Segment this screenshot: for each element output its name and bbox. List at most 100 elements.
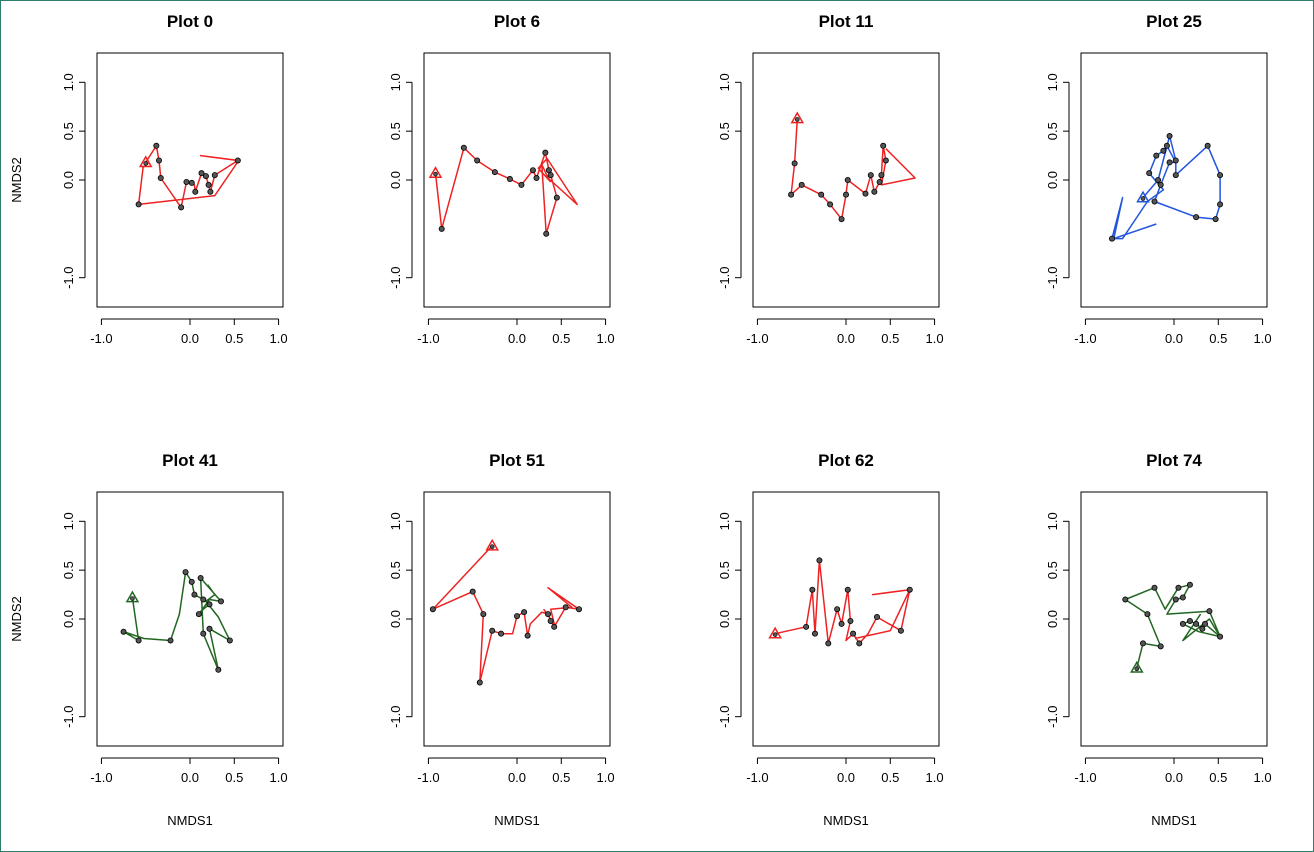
- point-marker: [816, 557, 823, 564]
- trajectory-line: [790, 118, 916, 220]
- point-marker: [545, 611, 552, 618]
- y-tick-label: -1.0: [1045, 266, 1060, 288]
- plot-frame: [423, 491, 611, 747]
- trajectory-line: [774, 559, 911, 645]
- panel-title: Plot 62: [818, 451, 874, 470]
- point-marker: [1146, 170, 1153, 177]
- point-marker: [205, 181, 212, 188]
- point-marker: [843, 191, 850, 198]
- point-marker: [1172, 596, 1179, 603]
- point-marker: [880, 142, 887, 149]
- point-marker: [135, 201, 142, 208]
- panel-7: Plot 74 -1.0 0.0 0.5 1.0 -1.0 0.0 0.5 1.0 NMDS1: [1045, 451, 1272, 828]
- point-marker: [1160, 147, 1167, 154]
- y-tick-label: 0.0: [1045, 610, 1060, 628]
- point-marker: [206, 601, 213, 608]
- y-tick-label: 1.0: [1045, 512, 1060, 530]
- plot-frame: [1080, 491, 1268, 747]
- x-tick-label: 0.0: [181, 770, 199, 785]
- point-marker: [897, 627, 904, 634]
- point-marker: [1193, 214, 1200, 221]
- point-marker: [188, 179, 195, 186]
- start-triangle-marker: [485, 538, 499, 551]
- point-marker: [514, 613, 521, 620]
- x-tick-label: 0.5: [225, 770, 243, 785]
- point-marker: [1179, 620, 1186, 627]
- start-triangle-marker: [1130, 660, 1144, 673]
- start-triangle-marker: [428, 166, 443, 179]
- x-axis-label: NMDS1: [167, 813, 213, 828]
- point-marker: [788, 191, 795, 198]
- point-marker: [474, 157, 481, 164]
- y-tick-label: 1.0: [388, 73, 403, 91]
- point-marker: [576, 606, 583, 613]
- plot-frame: [96, 491, 284, 747]
- panel-4: Plot 41 -1.0 0.0 0.5 1.0 -1.0 0.0 0.5 1.0 NMDS2 NM…: [9, 451, 288, 828]
- x-tick-label: 0.5: [1209, 770, 1227, 785]
- panel-5: Plot 51 -1.0 0.0 0.5 1.0 -1.0 0.0 0.5 1.0 NMDS1: [388, 451, 615, 828]
- point-marker: [234, 157, 241, 164]
- point-marker: [553, 194, 560, 201]
- plot-frame: [752, 491, 940, 747]
- point-marker: [906, 586, 913, 593]
- y-tick-label: 0.0: [388, 171, 403, 189]
- start-point-marker: [772, 632, 778, 637]
- x-tick-label: -1.0: [1074, 331, 1096, 346]
- x-axis-label: NMDS1: [1151, 813, 1197, 828]
- x-tick-label: 0.0: [1165, 331, 1183, 346]
- point-marker: [200, 596, 207, 603]
- point-marker: [834, 606, 841, 613]
- point-marker: [551, 623, 558, 630]
- point-marker: [191, 591, 198, 598]
- point-marker: [200, 630, 207, 637]
- start-point-marker: [794, 117, 800, 122]
- point-marker: [1157, 181, 1164, 188]
- point-marker: [847, 617, 854, 624]
- y-tick-label: -1.0: [388, 266, 403, 288]
- point-marker: [547, 172, 554, 179]
- panel-title: Plot 0: [167, 12, 213, 31]
- y-tick-label: 0.5: [1045, 561, 1060, 579]
- x-tick-label: -1.0: [90, 770, 112, 785]
- x-tick-label: 1.0: [1254, 770, 1272, 785]
- point-marker: [518, 181, 525, 188]
- y-tick-label: 1.0: [388, 512, 403, 530]
- y-tick-label: 0.0: [61, 171, 76, 189]
- panel-3: Plot 25 -1.0 0.0 0.5 1.0 -1.0 0.0 0.5 1.0: [1045, 12, 1272, 346]
- point-marker: [195, 611, 202, 618]
- point-marker: [871, 188, 878, 195]
- trajectory-line: [137, 145, 240, 209]
- point-marker: [183, 178, 190, 185]
- point-marker: [1166, 133, 1173, 140]
- plot-frame: [423, 52, 611, 308]
- point-marker: [1151, 198, 1158, 205]
- x-tick-label: 0.5: [881, 770, 899, 785]
- start-point-marker: [1140, 196, 1146, 201]
- point-marker: [533, 175, 540, 182]
- start-point-marker: [433, 171, 438, 177]
- point-marker: [1172, 172, 1179, 179]
- start-triangle-marker: [138, 155, 153, 168]
- point-marker: [1172, 157, 1179, 164]
- point-marker: [798, 181, 805, 188]
- x-tick-label: 0.0: [181, 331, 199, 346]
- point-marker: [226, 637, 233, 644]
- point-marker: [489, 627, 496, 634]
- point-marker: [524, 632, 531, 639]
- point-marker: [198, 170, 205, 177]
- point-marker: [1217, 633, 1224, 640]
- x-axis-label: NMDS1: [823, 813, 869, 828]
- trajectory-line: [1124, 584, 1221, 668]
- point-marker: [874, 614, 881, 621]
- point-marker: [521, 609, 528, 616]
- y-tick-label: 1.0: [61, 73, 76, 91]
- point-marker: [480, 611, 487, 618]
- point-marker: [543, 230, 550, 237]
- point-marker: [827, 201, 834, 208]
- point-marker: [153, 142, 160, 149]
- x-tick-label: 0.0: [508, 331, 526, 346]
- x-tick-label: 1.0: [270, 331, 288, 346]
- point-marker: [562, 604, 569, 611]
- point-marker: [791, 160, 798, 167]
